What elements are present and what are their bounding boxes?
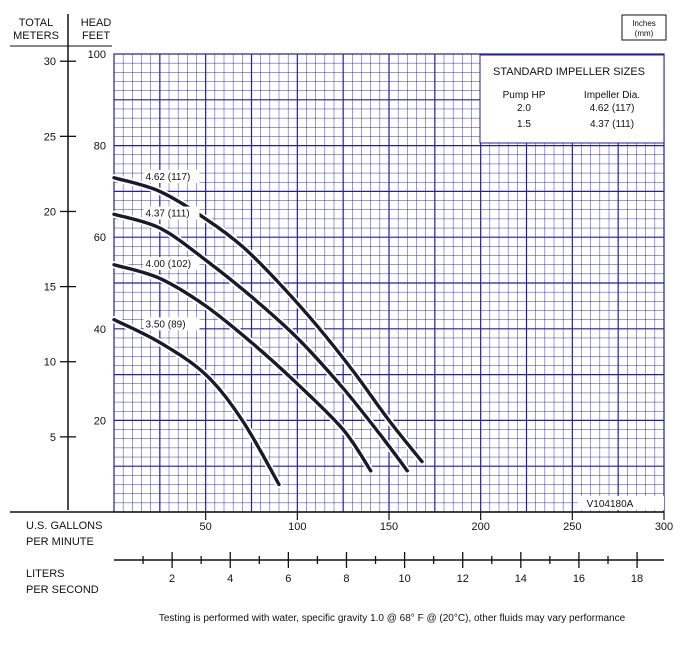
impeller-curve-4.62 (112, 176, 424, 464)
curve-label-group: 3.50 (89) (143, 317, 200, 331)
feet-tick-label: 20 (94, 415, 106, 427)
meters-tick-label: 5 (50, 432, 56, 444)
impeller-legend: STANDARD IMPELLER SIZES Pump HP Impeller… (479, 54, 665, 144)
chart-code: V104180A (587, 499, 634, 510)
lps-axis-title-line1: LITERS (26, 568, 65, 580)
feet-title-line1: HEAD (81, 17, 112, 29)
impeller-legend-box (479, 54, 665, 144)
units-note-line1: Inches (632, 19, 656, 28)
chart-axes (10, 14, 664, 561)
gpm-tick-label: 150 (380, 521, 398, 533)
curve-label-bg (143, 317, 200, 331)
lps-tick-label: 18 (631, 573, 643, 585)
feet-tick-label: 100 (88, 49, 106, 61)
lps-tick-label: 10 (398, 573, 410, 585)
gpm-tick-label: 200 (471, 521, 489, 533)
legend-row1-hp: 2.0 (517, 103, 531, 114)
tick-labels: 20 40 60 80 100 5 10 15 20 25 30 50 100 150 200 250 300 2… (44, 49, 673, 585)
legend-row1-dia: 4.62 (117) (590, 103, 635, 114)
meters-tick-label: 20 (44, 206, 56, 218)
impeller-legend-title: STANDARD IMPELLER SIZES (493, 66, 645, 78)
curve-label-bg (143, 206, 200, 220)
meters-title-line1: TOTAL (19, 17, 53, 29)
curve-label: 4.62 (117) (146, 172, 191, 183)
legend-row2-hp: 1.5 (517, 119, 531, 130)
test-conditions-footnote: Testing is performed with water, specifi… (159, 613, 626, 624)
impeller-curve-4.37 (112, 212, 409, 473)
lps-tick-label: 12 (457, 573, 469, 585)
curve-label-group: 4.37 (111) (143, 206, 200, 220)
meters-tick-label: 30 (44, 56, 56, 68)
impeller-curve-4.00 (112, 263, 373, 473)
gpm-tick-label: 250 (563, 521, 581, 533)
lps-tick-label: 6 (285, 573, 291, 585)
lps-axis-title-line2: PER SECOND (26, 584, 99, 596)
lps-tick-label: 8 (343, 573, 349, 585)
curve-label-bg (143, 169, 200, 183)
units-note-box (621, 14, 667, 41)
feet-tick-label: 60 (94, 232, 106, 244)
impeller-curve-3.50 (112, 317, 281, 487)
curve-label: 4.37 (111) (146, 209, 190, 220)
curve-label: 4.00 (102) (146, 259, 192, 270)
curve-label-group: 4.00 (102) (143, 256, 200, 270)
feet-tick-label: 80 (94, 141, 106, 153)
meters-tick-label: 10 (44, 357, 56, 369)
curve-label: 3.50 (89) (146, 319, 186, 330)
meters-title-line2: METERS (13, 30, 59, 42)
lps-tick-label: 14 (515, 573, 527, 585)
units-note-line2: (mm) (635, 29, 654, 38)
legend-col-impeller-dia: Impeller Dia. (584, 90, 640, 101)
impeller-curves: 4.62 (117) 4.37 (111) 4.00 (102) 3.50 (89) (110, 169, 426, 488)
gpm-axis-title-line1: U.S. GALLONS (26, 520, 102, 532)
lps-tick-label: 16 (573, 573, 585, 585)
legend-row2-dia: 4.37 (111) (590, 119, 634, 130)
gpm-tick-label: 100 (288, 521, 306, 533)
gpm-axis-title-line2: PER MINUTE (26, 536, 94, 548)
gpm-tick-label: 50 (200, 521, 212, 533)
feet-tick-label: 40 (94, 324, 106, 336)
lps-tick-label: 4 (227, 573, 233, 585)
legend-col-pump-hp: Pump HP (503, 90, 546, 101)
meters-tick-label: 15 (44, 282, 56, 294)
lps-tick-label: 2 (169, 573, 175, 585)
gpm-tick-label: 300 (655, 521, 673, 533)
curve-label-bg (143, 256, 200, 270)
chart-code-box (578, 496, 664, 510)
meters-tick-label: 25 (44, 131, 56, 143)
feet-title-line2: FEET (82, 30, 110, 42)
curve-label-group: 4.62 (117) (143, 169, 200, 183)
